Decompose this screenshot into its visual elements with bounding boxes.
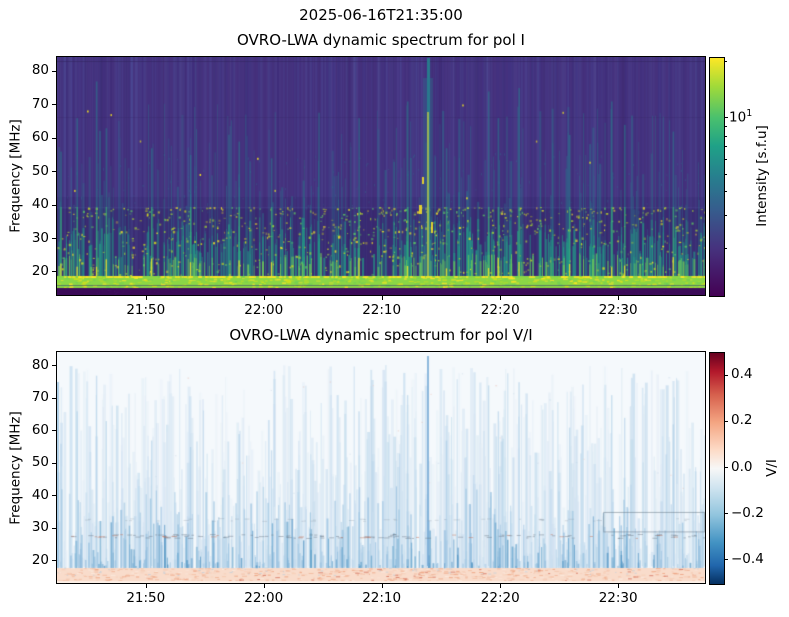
freq-tick-label: 80 xyxy=(31,62,49,79)
freq-tick-mark xyxy=(52,495,56,497)
colorbar-pol-i-major-tick-label: 101 xyxy=(729,107,753,126)
figure-suptitle: 2025-06-16T21:35:00 xyxy=(299,6,463,24)
intensity-major-tick-mark xyxy=(724,117,728,119)
time-tick-mark xyxy=(263,584,265,588)
time-tick-mark xyxy=(500,296,502,300)
spectrogram-plot-pol-i xyxy=(56,56,706,296)
vi-tick-label: −0.2 xyxy=(731,504,764,521)
freq-tick-mark xyxy=(52,238,56,239)
freq-tick-label: 40 xyxy=(31,486,49,503)
time-tick-label: 22:30 xyxy=(598,302,638,318)
intensity-minor-tick-mark xyxy=(724,214,727,216)
colorbar-pol-i xyxy=(709,57,725,297)
time-tick-label: 22:20 xyxy=(480,302,520,318)
freq-tick-label: 80 xyxy=(31,356,49,373)
time-tick-mark xyxy=(145,584,147,588)
intensity-minor-tick-mark xyxy=(724,158,727,160)
freq-tick-label: 30 xyxy=(31,519,49,536)
time-tick-label: 21:50 xyxy=(126,302,166,318)
freq-tick-label: 70 xyxy=(31,389,49,406)
freq-tick-mark xyxy=(52,430,56,432)
colorbar-pol-i-label: Intensity [s.f.u] xyxy=(754,125,770,227)
intensity-minor-tick-mark xyxy=(724,247,727,249)
vi-tick-label: 0.2 xyxy=(731,412,753,429)
intensity-minor-tick-mark xyxy=(724,135,727,137)
spectrogram-canvas-pol-i xyxy=(57,57,705,295)
freq-tick-mark xyxy=(52,171,56,173)
freq-tick-label: 60 xyxy=(31,421,49,438)
time-tick-label: 22:30 xyxy=(598,590,638,606)
time-tick-mark xyxy=(500,584,502,588)
vi-tick-mark xyxy=(724,467,728,468)
vi-tick-mark xyxy=(724,420,728,422)
intensity-minor-tick-mark xyxy=(724,173,727,175)
intensity-minor-tick-mark xyxy=(724,191,727,193)
freq-tick-mark xyxy=(52,365,56,367)
colorbar-pol-vi xyxy=(709,352,725,585)
time-tick-mark xyxy=(145,296,147,300)
freq-tick-mark xyxy=(52,271,56,273)
freq-tick-label: 60 xyxy=(31,129,49,146)
panel-pol-vi-title: OVRO-LWA dynamic spectrum for pol V/I xyxy=(229,326,533,344)
time-tick-mark xyxy=(263,296,265,300)
spectrogram-canvas-pol-vi xyxy=(57,352,705,583)
freq-tick-mark xyxy=(52,70,56,72)
vi-tick-mark xyxy=(724,513,728,515)
freq-tick-mark xyxy=(52,462,56,464)
time-tick-label: 22:10 xyxy=(362,302,402,318)
time-tick-label: 22:10 xyxy=(362,590,402,606)
vi-tick-label: 0.0 xyxy=(731,458,753,475)
intensity-minor-tick-mark xyxy=(724,125,727,127)
vi-tick-mark xyxy=(724,374,728,376)
time-tick-mark xyxy=(618,296,620,300)
intensity-minor-tick-mark xyxy=(724,61,727,63)
intensity-minor-tick-mark xyxy=(724,146,727,148)
time-tick-label: 22:00 xyxy=(244,302,284,318)
freq-tick-mark xyxy=(52,137,56,139)
freq-tick-label: 20 xyxy=(31,551,49,568)
freq-tick-label: 50 xyxy=(31,162,49,179)
freq-tick-mark xyxy=(52,560,56,562)
time-tick-mark xyxy=(381,584,383,588)
vi-tick-mark xyxy=(724,559,728,561)
freq-tick-mark xyxy=(52,204,56,206)
freq-tick-label: 30 xyxy=(31,229,49,246)
freq-tick-label: 70 xyxy=(31,95,49,112)
time-tick-mark xyxy=(381,296,383,300)
time-tick-label: 22:00 xyxy=(244,590,284,606)
freq-tick-mark xyxy=(52,397,56,399)
freq-tick-mark xyxy=(52,527,56,529)
freq-tick-label: 50 xyxy=(31,454,49,471)
freq-tick-label: 40 xyxy=(31,196,49,213)
time-tick-label: 22:20 xyxy=(480,590,520,606)
vi-tick-label: 0.4 xyxy=(731,366,753,383)
vi-tick-label: −0.4 xyxy=(731,550,764,567)
freq-tick-label: 20 xyxy=(31,262,49,279)
freq-tick-mark xyxy=(52,104,56,106)
time-tick-mark xyxy=(618,584,620,588)
panel-pol-i-title: OVRO-LWA dynamic spectrum for pol I xyxy=(237,31,525,49)
spectrogram-plot-pol-vi xyxy=(56,351,706,584)
time-tick-label: 21:50 xyxy=(126,590,166,606)
